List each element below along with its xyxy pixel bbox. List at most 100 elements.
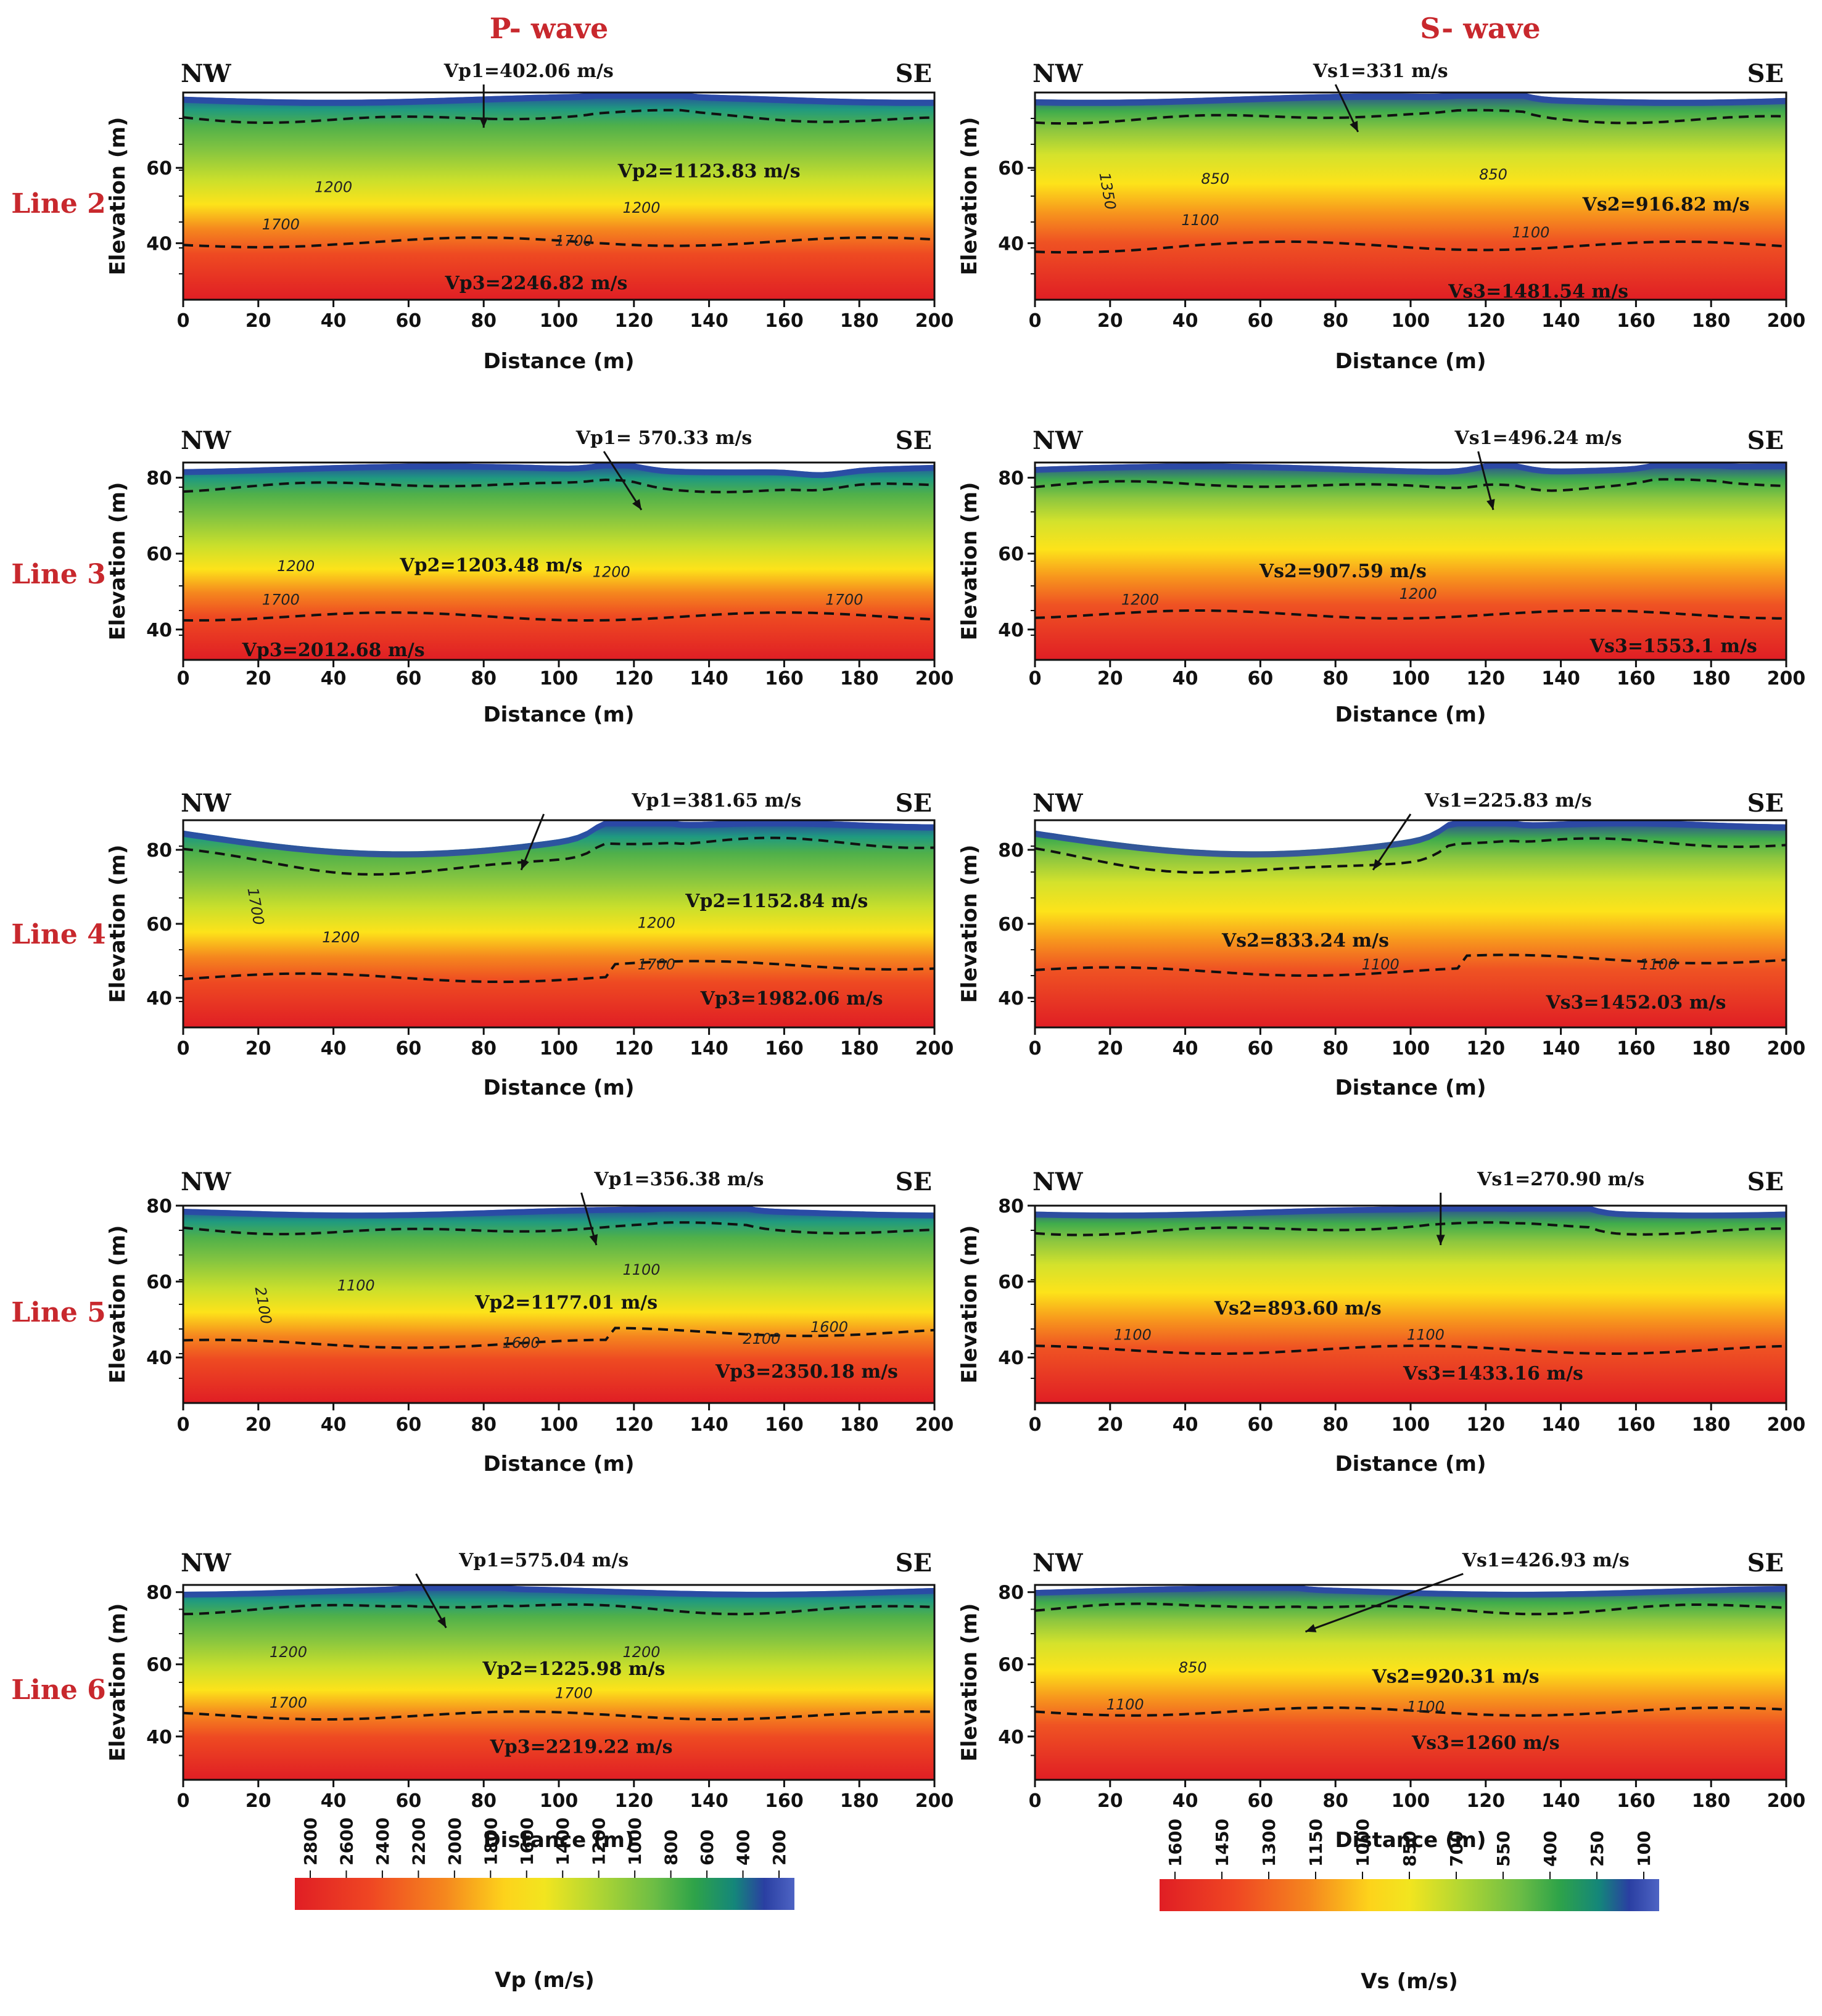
y-tick-label: 80 (998, 840, 1024, 862)
contour-label: 2100 (743, 1330, 780, 1347)
contour-label: 1100 (1107, 1696, 1144, 1713)
y-axis-label: Elevation (m) (957, 1603, 982, 1762)
colorbar-tick-label: 850 (1399, 1831, 1420, 1867)
contour-label: 1200 (322, 929, 360, 946)
layer-velocity-label-2: Vp2=1152.84 m/s (685, 891, 868, 912)
x-tick-label: 0 (177, 1414, 190, 1436)
colorbar-tick-label: 1000 (1353, 1819, 1373, 1867)
contour-label: 850 (1179, 1659, 1207, 1676)
x-tick-label: 160 (1617, 1414, 1655, 1436)
colorbar-tick-label: 1600 (517, 1817, 537, 1866)
x-tick-label: 100 (1391, 668, 1430, 689)
x-tick-label: 100 (540, 1790, 579, 1812)
x-tick-label: 40 (1173, 310, 1198, 332)
layer1-arrowhead (1373, 859, 1383, 870)
velocity-section (1035, 820, 1786, 1027)
y-tick-label: 60 (146, 1272, 172, 1293)
colorbar-tick-label: 250 (1587, 1831, 1607, 1867)
x-tick-label: 100 (540, 1038, 579, 1059)
y-tick-label: 40 (998, 620, 1024, 641)
x-tick-label: 60 (1248, 668, 1274, 689)
layer-velocity-label-1: Vs1=225.83 m/s (1424, 790, 1592, 812)
panel-line-2-s: 0 20 40 60 80 100 120 140 160 180 200 40 60 Distance … (957, 59, 1805, 374)
s-wave-header: S- wave (1420, 12, 1540, 45)
layer1-arrow (1305, 1573, 1464, 1633)
x-tick-label: 200 (1767, 1414, 1806, 1436)
layer1-arrowhead (437, 1616, 447, 1628)
contour-label: 1100 (1362, 956, 1399, 973)
layer-boundary-2 (183, 611, 935, 622)
layer-velocity-label-3: Vs3=1452.03 m/s (1545, 992, 1726, 1014)
x-tick-label: 120 (614, 1790, 653, 1812)
surface-layer (1035, 820, 1786, 858)
layer-boundary-1 (1034, 478, 1787, 492)
x-tick-label: 200 (915, 668, 954, 689)
y-tick-label: 80 (146, 468, 172, 490)
se-label: SE (896, 59, 932, 88)
layer-boundary-2 (1034, 1706, 1787, 1717)
layer1-arrow (415, 1573, 447, 1629)
layer-boundary-1 (183, 478, 935, 493)
x-tick-label: 160 (765, 310, 804, 332)
se-label: SE (896, 1549, 932, 1578)
velocity-section (183, 820, 934, 1027)
x-tick-label: 120 (1466, 1414, 1505, 1436)
x-tick-label: 0 (1029, 1414, 1042, 1436)
colorbar-tick-label: 1000 (625, 1817, 645, 1866)
x-tick-label: 40 (1173, 668, 1198, 689)
layer-velocity-label-1: Vp1=575.04 m/s (458, 1550, 629, 1571)
y-tick-label: 60 (146, 158, 172, 179)
x-tick-label: 160 (765, 1038, 804, 1059)
x-axis-label: Distance (m) (1335, 702, 1486, 727)
contour-label: 1200 (270, 1644, 307, 1661)
x-tick-label: 20 (1097, 668, 1123, 689)
layer-boundary-1 (1034, 1221, 1786, 1236)
y-axis-label: Elevation (m) (957, 1225, 982, 1384)
x-tick-label: 180 (1692, 310, 1731, 332)
x-tick-label: 160 (1617, 310, 1655, 332)
surface-layer (183, 1585, 934, 1598)
colorbar-tick-label: 400 (733, 1830, 754, 1866)
x-tick-label: 160 (1617, 668, 1655, 689)
layer-velocity-label-1: Vs1=270.90 m/s (1477, 1169, 1644, 1190)
y-tick-label: 60 (998, 544, 1024, 566)
x-tick-label: 140 (690, 1038, 728, 1059)
contour-label: 1100 (1114, 1327, 1152, 1344)
vs-colorbar-ticks: 1600 1450 1300 1150 1000 850 700 550 400 250 100 (1165, 1819, 1654, 1879)
x-tick-label: 180 (1692, 1038, 1731, 1059)
x-tick-label: 180 (840, 1414, 879, 1436)
x-axis-label: Distance (m) (483, 702, 634, 727)
surface-layer (1035, 463, 1786, 475)
y-tick-label: 40 (146, 988, 172, 1010)
x-tick-label: 120 (614, 1038, 653, 1059)
x-tick-label: 40 (321, 1038, 347, 1059)
layer-boundary-1 (183, 836, 935, 876)
contour-label: 1100 (1407, 1327, 1445, 1344)
velocity-section (183, 1206, 934, 1403)
contour-label: 1100 (1639, 956, 1677, 973)
line-label: Line 2 (11, 188, 106, 220)
colorbar-tick-label: 550 (1493, 1831, 1514, 1867)
x-tick-label: 60 (396, 668, 422, 689)
y-tick-label: 40 (146, 1727, 172, 1748)
x-tick-label: 60 (1248, 1790, 1274, 1812)
panel-line-3-p: 0 20 40 60 80 100 120 140 160 180 200 40 60 80 Distanc… (11, 426, 954, 727)
velocity-section (1035, 1585, 1786, 1780)
x-tick-label: 20 (245, 1038, 271, 1059)
layer1-arrowhead (521, 858, 529, 870)
colorbar-tick-label: 1200 (589, 1817, 609, 1866)
x-tick-label: 180 (840, 1038, 879, 1059)
vp-colorbar-ticks: 2800 2600 2400 2200 2000 1800 1600 1400 1200 1000… (300, 1817, 789, 1878)
x-axis-label: Distance (m) (483, 349, 634, 374)
layer-velocity-label-1: Vs1=331 m/s (1313, 60, 1448, 82)
x-tick-label: 120 (1466, 1038, 1505, 1059)
nw-label: NW (181, 59, 232, 88)
x-tick-label: 40 (1173, 1414, 1198, 1436)
surface-layer (1035, 93, 1786, 106)
x-tick-label: 140 (690, 310, 728, 332)
y-tick-label: 80 (146, 840, 172, 862)
x-tick-label: 100 (1391, 310, 1430, 332)
x-tick-label: 80 (1322, 310, 1348, 332)
panels: 0 20 40 60 80 100 120 140 160 180 2004060Distance … (11, 59, 1805, 1853)
contour-label: 1100 (622, 1261, 660, 1278)
